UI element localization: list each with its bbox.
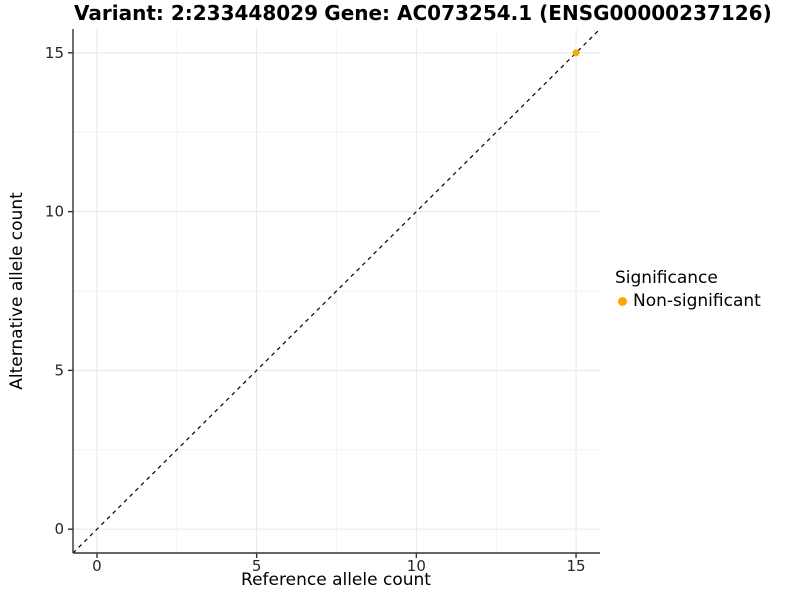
x-tick-label: 10 [407,557,426,575]
legend-entry: Non-significant [615,291,761,311]
x-tick-label: 15 [566,557,585,575]
legend-entry-label: Non-significant [633,291,761,311]
x-tick-label: 0 [92,557,102,575]
data-point [572,49,580,57]
gene-title: Gene: AC073254.1 (ENSG00000237126) [324,1,772,25]
y-tick-label: 10 [45,203,64,221]
legend-title: Significance [615,268,718,288]
x-axis-title: Reference allele count [241,570,431,590]
y-axis-title: Alternative allele count [7,192,27,390]
legend: Significance Non-significant [615,268,761,311]
variant-title: Variant: 2:233448029 [73,1,319,25]
y-tick-label: 0 [54,520,64,538]
x-tick-label: 5 [252,557,262,575]
y-tick-label: 5 [54,361,64,379]
identity-line [72,28,601,554]
legend-point-icon [618,296,627,306]
y-tick-label: 15 [45,44,64,62]
